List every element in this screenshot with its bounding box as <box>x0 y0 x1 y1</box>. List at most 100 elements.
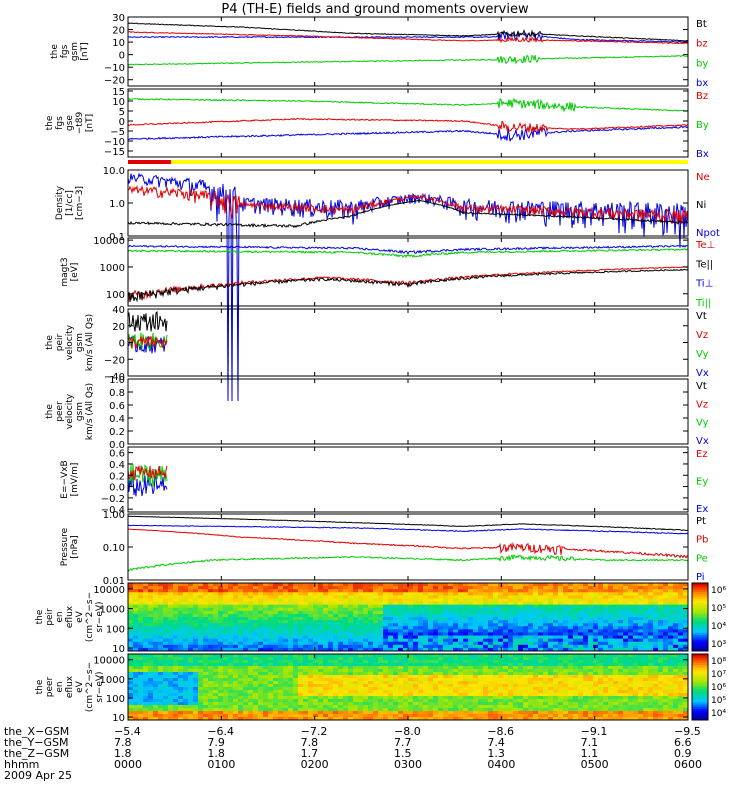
spectrogram-cell <box>568 638 574 643</box>
spectrogram-cell <box>218 660 224 664</box>
spectrogram-cell <box>143 589 149 593</box>
spectrogram-cell <box>548 663 554 667</box>
spectrogram-cell <box>493 657 499 661</box>
spectrogram-cell <box>273 681 279 685</box>
spectrogram-cell <box>298 617 304 621</box>
spectrogram-cell <box>298 678 304 682</box>
spectrogram-cell <box>153 623 159 627</box>
spectrogram-cell <box>383 607 389 612</box>
spectrogram-cell <box>408 583 414 587</box>
spectrogram-cell <box>523 696 529 700</box>
spectrogram-cell <box>358 711 364 715</box>
spectrogram-cell <box>208 589 214 593</box>
spectrogram-cell <box>518 626 524 630</box>
legend-Vy: Vy <box>696 349 709 360</box>
spectrogram-cell <box>258 601 264 606</box>
spectrogram-cell <box>323 644 329 649</box>
spectrogram-cell <box>158 675 164 679</box>
spectrogram-cell <box>443 654 449 658</box>
spectrogram-cell <box>598 620 604 624</box>
spectrogram-cell <box>293 598 299 602</box>
colorbar-segment <box>692 589 708 593</box>
spectrogram-cell <box>483 604 489 609</box>
spectrogram-cell <box>403 663 409 667</box>
spectrogram-cell <box>188 632 194 636</box>
colorbar-segment <box>692 646 708 650</box>
spectrogram-cell <box>443 699 449 703</box>
spectrogram-cell <box>248 589 254 593</box>
spectrogram-cell <box>483 635 489 640</box>
spectrogram-cell <box>283 601 289 606</box>
spectrogram-cell <box>263 681 269 685</box>
spectrogram-cell <box>128 632 134 636</box>
spectrogram-cell <box>128 711 134 715</box>
spectrogram-cell <box>263 626 269 630</box>
spectrogram-cell <box>658 607 664 612</box>
spectrogram-cell <box>233 617 239 621</box>
spectrogram-cell <box>543 623 549 627</box>
spectrogram-cell <box>628 595 634 599</box>
spectrogram-cell <box>293 708 299 712</box>
spectrogram-cell <box>298 604 304 609</box>
spectrogram-cell <box>548 629 554 633</box>
spectrogram-cell <box>203 678 209 682</box>
spectrogram-cell <box>188 620 194 624</box>
spectrogram-cell <box>468 617 474 621</box>
spectrogram-cell <box>403 607 409 612</box>
spectrogram-cell <box>663 647 669 652</box>
spectrogram-cell <box>653 598 659 602</box>
spectrogram-cell <box>303 717 309 721</box>
spectrogram-cell <box>453 690 459 694</box>
spectrogram-cell <box>208 592 214 596</box>
y-tick-label: 0.4 <box>109 460 125 471</box>
spectrogram-cell <box>303 607 309 612</box>
trace-Ne-1 <box>127 184 689 225</box>
spectrogram-cell <box>353 672 359 676</box>
spectrogram-cell <box>468 675 474 679</box>
legend-by: by <box>696 58 708 69</box>
spectrogram-cell <box>633 647 639 652</box>
spectrogram-cell <box>678 592 684 596</box>
spectrogram-cell <box>573 657 579 661</box>
spectrogram-cell <box>298 638 304 643</box>
spectrogram-cell <box>673 617 679 621</box>
spectrogram-cell <box>508 583 514 587</box>
spectrogram-cell <box>518 702 524 706</box>
spectrogram-cell <box>518 607 524 612</box>
spectrogram-cell <box>223 654 229 658</box>
y-axis-label: Pressure <box>60 527 70 566</box>
spectrogram-cell <box>283 604 289 609</box>
spectrogram-cell <box>493 613 499 618</box>
spectrogram-cell <box>298 684 304 688</box>
spectrogram-cell <box>183 675 189 679</box>
spectrogram-cell <box>568 617 574 621</box>
spectrogram-cell <box>603 620 609 624</box>
spectrogram-cell <box>538 693 544 697</box>
spectrogram-cell <box>163 699 169 703</box>
y-tick-label: 10 <box>112 38 125 49</box>
spectrogram-cell <box>263 696 269 700</box>
spectrogram-cell <box>393 623 399 627</box>
spectrogram-cell <box>143 644 149 649</box>
spectrogram-cell <box>208 711 214 715</box>
spectrogram-cell <box>683 613 689 618</box>
spectrogram-cell <box>343 632 349 636</box>
spectrogram-cell <box>493 660 499 664</box>
spectrogram-cell <box>143 687 149 691</box>
spectrogram-cell <box>613 601 619 606</box>
spectrogram-cell <box>238 623 244 627</box>
spectrogram-cell <box>633 610 639 615</box>
spectrogram-cell <box>383 660 389 664</box>
spectrogram-cell <box>433 681 439 685</box>
spectrogram-cell <box>618 610 624 615</box>
spectrogram-cell <box>338 589 344 593</box>
spectrogram-cell <box>653 610 659 615</box>
spectrogram-cell <box>258 711 264 715</box>
spectrogram-cell <box>558 717 564 721</box>
spectrogram-cell <box>133 699 139 703</box>
spectrogram-cell <box>148 690 154 694</box>
spectrogram-cell <box>548 699 554 703</box>
spectrogram-cell <box>403 617 409 621</box>
spectrogram-cell <box>263 641 269 646</box>
spectrogram-cell <box>393 654 399 658</box>
